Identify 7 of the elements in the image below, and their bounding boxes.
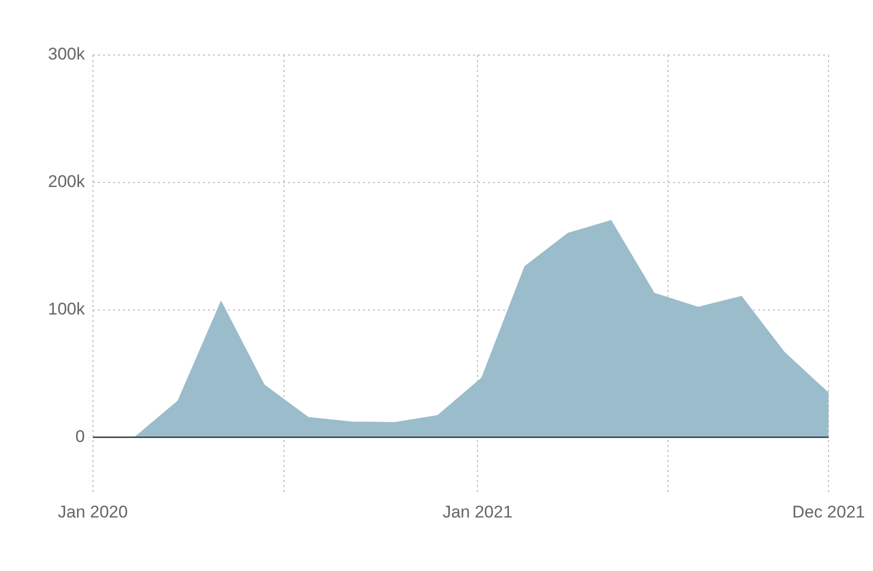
y-tick-label: 200k xyxy=(48,172,86,192)
x-tick-label: Dec 2021 xyxy=(792,502,866,522)
y-tick-label: 0 xyxy=(75,426,85,446)
x-tick-label: Jan 2020 xyxy=(58,502,128,522)
y-tick-label: 300k xyxy=(48,44,86,64)
y-tick-label: 100k xyxy=(48,300,86,319)
x-tick-label: Jan 2021 xyxy=(442,502,513,522)
